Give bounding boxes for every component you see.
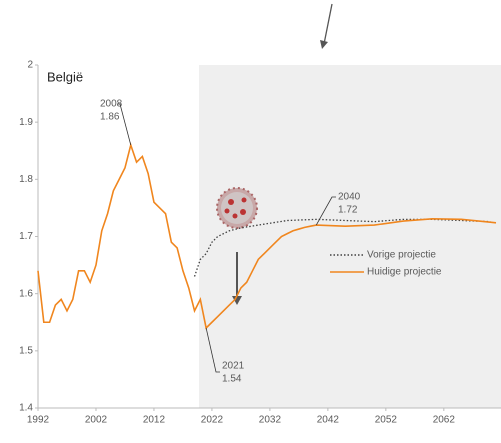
y-tick-label: 2 xyxy=(27,60,33,71)
y-tick-label: 1.6 xyxy=(19,288,33,299)
x-tick-label: 2042 xyxy=(317,415,340,426)
legend-label: Huidige projectie xyxy=(367,267,442,278)
x-tick-label: 1992 xyxy=(27,415,50,426)
chart-title: België xyxy=(47,69,83,84)
arrow xyxy=(323,3,333,45)
y-tick-label: 1.4 xyxy=(19,403,33,414)
x-tick-label: 2022 xyxy=(201,415,224,426)
annotation-leader xyxy=(315,196,336,226)
virus-icon xyxy=(216,187,258,229)
legend-label: Vorige projectie xyxy=(367,250,436,261)
annotation-year: 2040 xyxy=(338,192,361,203)
y-tick-label: 1.8 xyxy=(19,174,33,185)
annotation-value: 1.86 xyxy=(100,112,120,123)
annotation-value: 1.72 xyxy=(338,205,358,216)
arrow-head xyxy=(232,296,242,305)
y-tick-label: 1.7 xyxy=(19,231,33,242)
y-tick-label: 1.9 xyxy=(19,117,33,128)
x-tick-label: 2062 xyxy=(433,415,456,426)
annotation-year: 2008 xyxy=(100,99,123,110)
x-tick-label: 2052 xyxy=(375,415,398,426)
projection-shade xyxy=(199,65,501,408)
y-tick-label: 1.5 xyxy=(19,345,33,356)
annotation-value: 1.54 xyxy=(222,374,242,385)
annotation-leader xyxy=(118,103,132,146)
arrow-head xyxy=(320,40,328,49)
x-tick-label: 2002 xyxy=(85,415,108,426)
annotation-leader xyxy=(205,327,220,373)
x-tick-label: 2012 xyxy=(143,415,166,426)
x-tick-label: 2032 xyxy=(259,415,282,426)
line xyxy=(37,142,497,330)
annotation-year: 2021 xyxy=(222,361,245,372)
